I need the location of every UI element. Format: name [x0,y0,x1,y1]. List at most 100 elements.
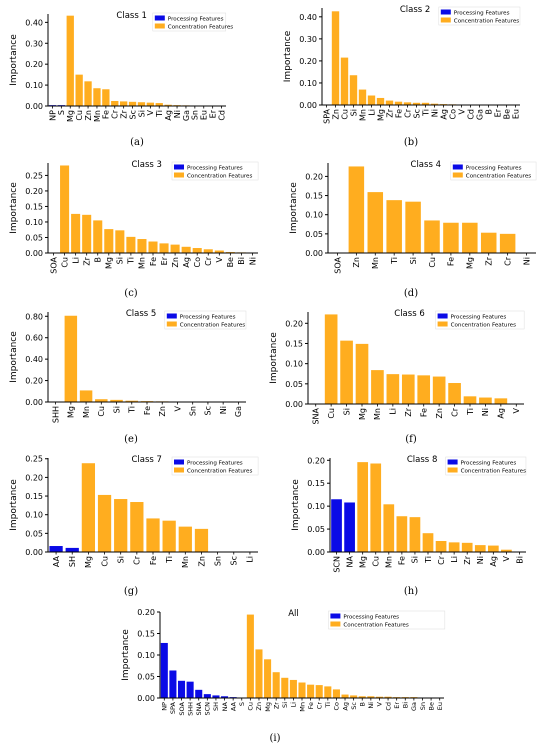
x-tick-label: SPA [169,701,177,714]
x-tick-label: SOA [49,256,58,273]
legend-box [450,161,537,181]
x-tick-label: Sc [412,109,421,118]
x-tick-label: Li [246,556,255,563]
x-tick-label: Fe [149,556,158,565]
bar-si [115,230,125,253]
x-tick-label: Er [393,702,401,709]
x-tick-label: Ga [410,702,418,711]
chart-title: Class 3 [131,160,161,170]
x-tick-label: NP [48,110,57,121]
x-tick-label: Mn [93,110,102,122]
legend: Processing Features Concentration Feature… [435,310,525,330]
x-tick-label: Cd [466,109,475,120]
x-tick-label: Ti [165,556,174,564]
legend-box [171,456,259,476]
x-tick-label: Ti [466,408,475,416]
legend-swatch-processing [437,313,448,319]
bar-cr [435,541,447,552]
bar-li [289,679,297,698]
x-tick-label: AA [229,701,237,711]
x-tick-label: Ti [127,257,136,265]
bar-ag [181,246,191,253]
bar-shh [186,681,194,698]
panel-caption: (a) [130,137,144,148]
bar-ag [494,398,508,404]
bar-mg [64,315,78,402]
bar-si [349,75,358,105]
legend-box [438,6,521,26]
y-tick-label: 0.25 [25,171,43,180]
bar-mn [298,682,306,698]
y-tick-label: 0.00 [137,694,155,703]
y-tick-label: 0.15 [25,202,43,211]
legend-box [164,310,247,330]
legend-label-processing: Processing Features [187,166,243,172]
x-tick-label: Zr [272,702,280,709]
x-tick-label: Cu [247,702,255,711]
bar-mn [79,390,93,402]
y-tick-label: 0.40 [25,355,43,364]
bar-ag [164,104,172,106]
x-tick-label: AA [52,555,61,567]
bar-mg [66,15,74,107]
bar-cr [111,100,119,106]
x-tick-label: Fe [102,110,111,119]
legend-swatch-concentration [174,467,184,473]
y-axis-label: Importance [291,479,301,531]
bar-na [221,696,229,698]
bar-v [375,696,383,698]
chart-g: 0.00 0.05 0.10 0.15 0.20 0.25 AA SH Mg Cu Si Cr Fe Ti… [9,455,259,597]
x-tick-label: Fe [307,702,315,709]
bar-zn [331,11,340,106]
bar-ti [155,103,163,106]
y-tick-label: 0.00 [307,548,325,557]
x-tick-label: Zr [82,256,91,265]
x-tick-label: Eu [511,109,520,119]
bar-cu [370,463,382,552]
x-tick-label: Ti [424,556,433,564]
x-tick-label: Ti [421,109,430,117]
bar-zr [385,100,394,105]
x-tick-label: Ni [476,556,485,564]
y-tick-label: 0.20 [307,456,325,465]
x-tick-label: Cu [100,556,109,567]
bar-cr [203,249,213,253]
x-tick-label: Cd [384,702,392,711]
bar-ag [341,694,349,698]
x-tick-label: Be [427,702,435,710]
bar-zn [170,244,180,253]
legend-swatch-processing [440,9,451,15]
legend-swatch-processing [154,15,165,21]
x-tick-label: Cu [75,110,84,121]
bar-sc [128,101,137,106]
x-tick-label: Ti [324,702,332,709]
bar-cr [403,102,412,105]
panel-caption: (b) [404,137,418,148]
legend: Processing Features Concentration Feature… [445,456,527,476]
y-tick-label: 0.20 [285,319,303,328]
x-tick-label: Ag [182,257,191,268]
bar-cr [499,233,516,253]
legend-box [445,456,527,476]
bar-cu [246,614,254,698]
bar-zr [480,232,497,253]
x-tick-label: Cr [111,109,120,119]
bar-v [146,102,154,106]
bar-sc [350,695,358,698]
y-tick-label: 0.80 [25,312,43,321]
x-tick-label: Sc [350,702,358,710]
bar-zn [194,528,209,552]
x-tick-label: Cr [133,555,142,565]
y-axis-label: Importance [9,34,19,86]
x-tick-label: SHH [51,406,60,423]
y-axis-label: Importance [9,182,19,234]
x-tick-label: Fe [149,257,158,266]
x-tick-label: SNA [195,701,203,715]
x-tick-label: Co [193,257,202,268]
y-tick-label: 0.10 [25,511,43,520]
chart-title: All [288,609,299,619]
x-tick-label: Ni [430,109,439,117]
x-tick-label: Bi [237,257,246,265]
x-tick-label: Zr [463,555,472,564]
